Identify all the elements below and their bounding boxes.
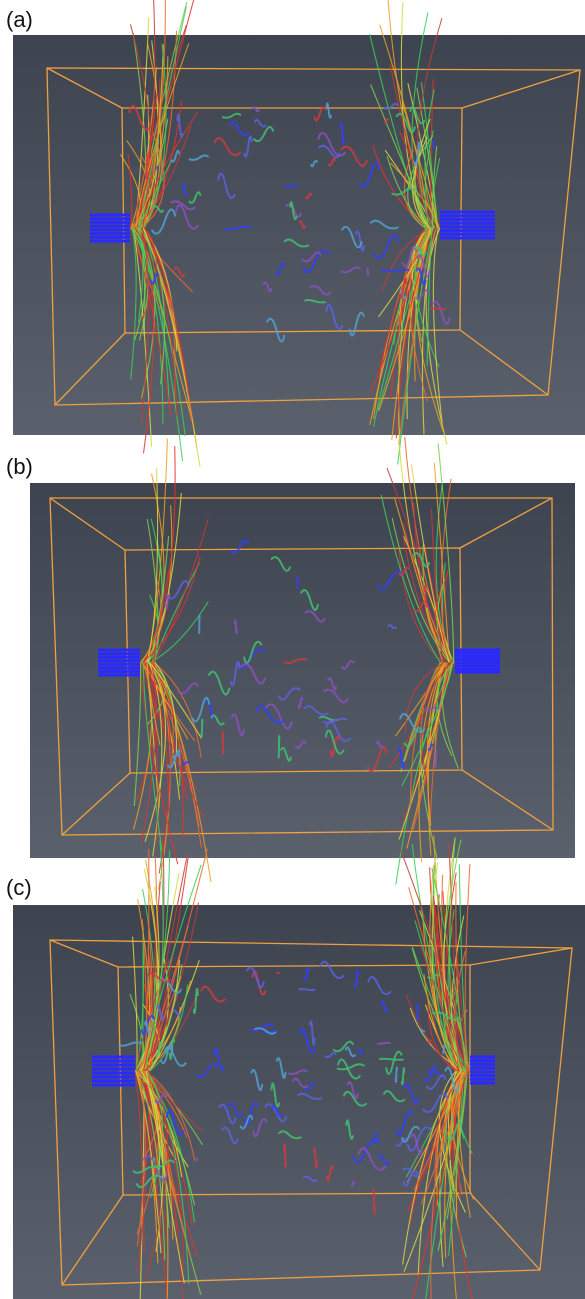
vortex-filament: [382, 270, 409, 271]
vortex-filament: [443, 1045, 445, 1053]
vortex-filament: [435, 751, 436, 767]
panel: [13, 0, 585, 467]
panel-label: (a): [6, 7, 33, 32]
vortex-filament: [196, 1158, 197, 1159]
vortex-filament: [202, 720, 203, 737]
page: (a) (b) (c) (() => { const data = JSON.p…: [0, 0, 585, 1299]
vortex-filament: [153, 1158, 154, 1161]
vortex-filament: [279, 736, 280, 757]
vortex-filament: [396, 1068, 397, 1082]
figure: (a) (b) (c): [0, 0, 585, 1299]
panel-label: (b): [6, 454, 33, 479]
vortex-filament: [223, 732, 224, 754]
vortex-filament: [378, 1043, 390, 1044]
vortex-filament: [284, 1144, 286, 1167]
panel: [13, 835, 585, 1299]
panel-label: (c): [6, 875, 32, 900]
vortex-filament: [373, 1190, 375, 1214]
vortex-filament: [368, 268, 369, 275]
render-background: [13, 905, 585, 1299]
vortex-filament: [151, 683, 156, 684]
vortex-filament: [433, 141, 434, 147]
panels: [13, 0, 585, 1299]
vortex-filament: [380, 1059, 403, 1060]
panel: [30, 437, 575, 890]
vortex-filament: [430, 308, 445, 309]
vortex-filament: [299, 989, 315, 990]
